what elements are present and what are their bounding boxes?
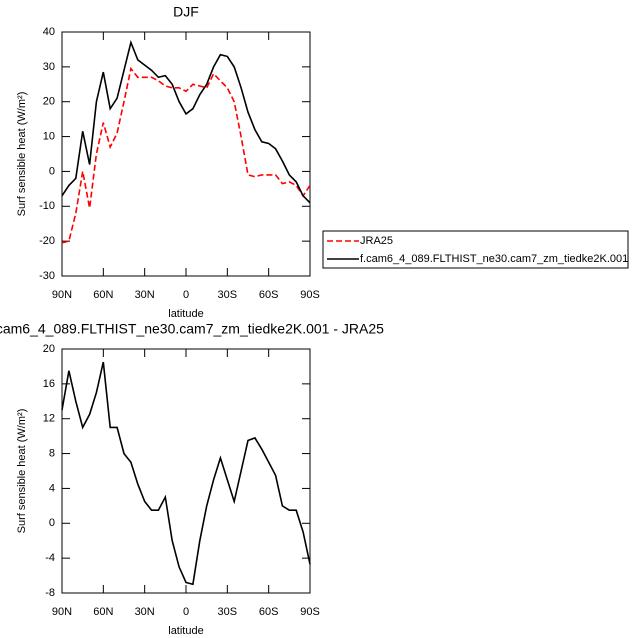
x-tick-label: 30S	[218, 289, 238, 301]
data-line	[61, 361, 311, 586]
y-tick-label: 16	[43, 378, 55, 390]
data-line	[61, 39, 311, 204]
plot-frame	[61, 31, 311, 277]
x-tick-label: 60N	[93, 289, 113, 301]
x-tick-label: 90S	[300, 289, 320, 301]
y-axis-label: Surf sensible heat (W/m²)	[16, 409, 28, 534]
y-tick-label: -30	[39, 270, 55, 282]
y-tick-label: 0	[49, 517, 55, 529]
y-tick-label: 20	[43, 343, 55, 355]
x-tick-label: 30S	[218, 606, 238, 618]
y-tick-label: 10	[43, 130, 55, 142]
y-tick-label: 30	[43, 61, 55, 73]
x-tick-label: 0	[183, 606, 189, 618]
y-tick-label: 40	[43, 26, 55, 38]
chart-title: f.cam6_4_089.FLTHIST_ne30.cam7_zm_tiedke…	[0, 321, 384, 337]
y-tick-label: 12	[43, 413, 55, 425]
x-tick-label: 60N	[93, 606, 113, 618]
x-tick-label: 0	[183, 289, 189, 301]
x-tick-label: 30N	[135, 606, 155, 618]
x-axis-label: latitude	[168, 308, 203, 320]
y-tick-label: -20	[39, 235, 55, 247]
x-tick-label: 90N	[52, 606, 72, 618]
x-tick-label: 60S	[259, 289, 279, 301]
y-tick-label: -8	[45, 587, 55, 599]
y-tick-label: -10	[39, 200, 55, 212]
legend-label: JRA25	[360, 235, 393, 247]
x-tick-label: 60S	[259, 606, 279, 618]
x-tick-label: 30N	[135, 289, 155, 301]
legend-label: f.cam6_4_089.FLTHIST_ne30.cam7_zm_tiedke…	[360, 253, 628, 265]
y-tick-label: 8	[49, 447, 55, 459]
legend-box	[322, 230, 629, 269]
x-axis-label: latitude	[168, 625, 203, 637]
chart-title: DJF	[173, 4, 199, 20]
y-axis-label: Surf sensible heat (W/m²)	[16, 92, 28, 217]
x-tick-label: 90N	[52, 289, 72, 301]
y-tick-label: -4	[45, 552, 55, 564]
data-line	[61, 66, 311, 244]
y-tick-label: 20	[43, 96, 55, 108]
y-tick-label: 4	[49, 482, 55, 494]
x-tick-label: 90S	[300, 606, 320, 618]
y-tick-label: 0	[49, 165, 55, 177]
